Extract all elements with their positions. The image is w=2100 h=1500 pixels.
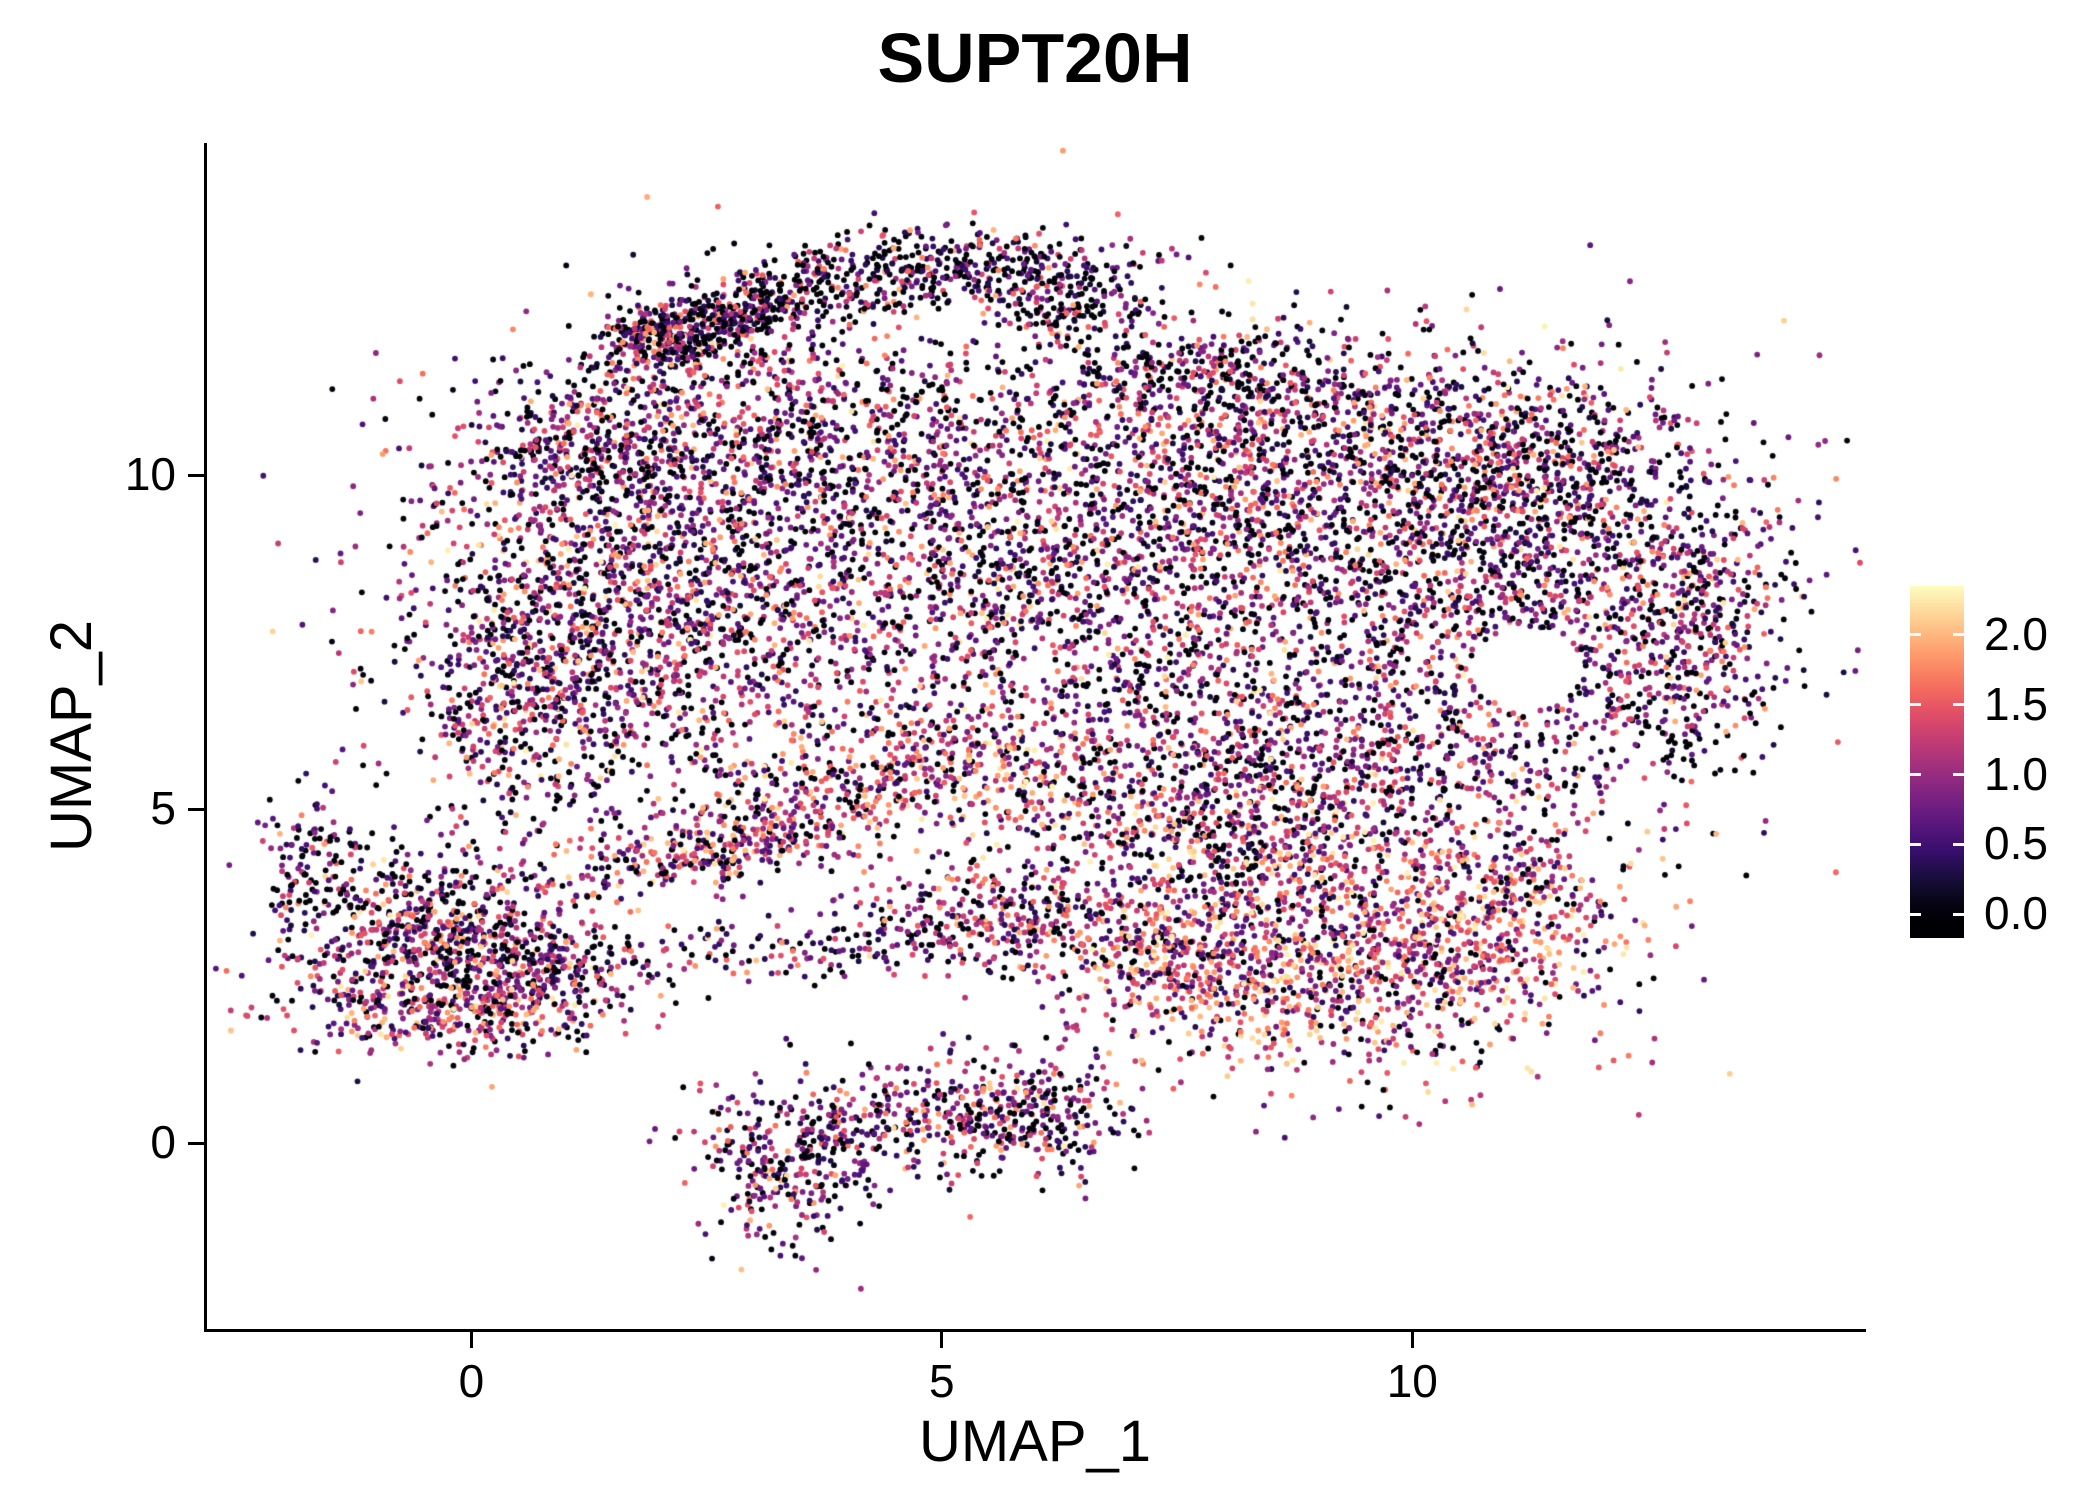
x-tick-label: 10 [1386,1355,1438,1407]
x-axis-line [204,1329,1866,1332]
colorbar-gradient [1910,586,1964,938]
x-tick-mark [469,1332,473,1348]
colorbar-tick-mark [1953,703,1964,707]
colorbar-tick-mark [1910,912,1921,916]
colorbar [1910,586,1964,938]
colorbar-tick-label: 1.0 [1984,747,2048,800]
colorbar-tick-mark [1910,703,1921,707]
y-axis-line [204,143,207,1332]
colorbar-tick-mark [1910,633,1921,637]
x-axis-label: UMAP_1 [918,1409,1152,1474]
colorbar-tick-label: 1.5 [1984,677,2048,730]
chart-title: SUPT20H [877,19,1193,97]
y-tick-mark [188,807,204,811]
y-tick-label: 0 [150,1116,176,1169]
colorbar-tick-mark [1953,633,1964,637]
colorbar-tick-mark [1953,773,1964,777]
y-tick-label: 10 [124,448,176,501]
colorbar-tick-mark [1953,912,1964,916]
colorbar-tick-label: 0.0 [1984,887,2048,940]
colorbar-tick-label: 2.0 [1984,607,2048,660]
x-tick-label: 0 [458,1355,485,1407]
colorbar-tick-mark [1910,773,1921,777]
colorbar-tick-label: 0.5 [1984,817,2048,870]
y-tick-mark [188,473,204,477]
colorbar-tick-mark [1910,842,1921,846]
y-tick-mark [188,1141,204,1145]
x-tick-label: 5 [929,1355,955,1407]
x-tick-mark [1410,1332,1414,1348]
y-tick-label: 5 [150,782,176,835]
colorbar-tick-mark [1953,842,1964,846]
x-tick-mark [940,1332,944,1348]
